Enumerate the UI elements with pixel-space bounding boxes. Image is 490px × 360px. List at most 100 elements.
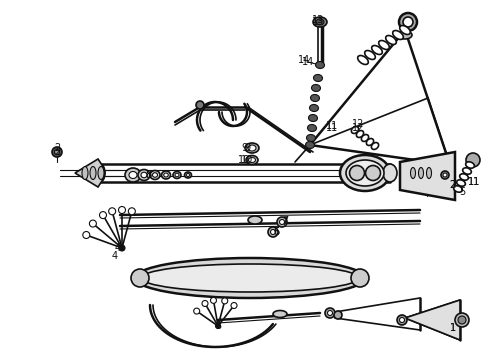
Text: 11: 11 [468, 177, 480, 187]
Ellipse shape [98, 166, 104, 180]
Ellipse shape [463, 168, 471, 174]
Text: 11: 11 [326, 123, 338, 133]
Text: 9: 9 [244, 143, 250, 153]
Ellipse shape [162, 171, 171, 179]
Ellipse shape [310, 104, 318, 112]
Text: 4: 4 [112, 251, 118, 261]
Ellipse shape [248, 216, 262, 224]
Circle shape [458, 316, 466, 324]
Ellipse shape [346, 160, 384, 186]
Circle shape [399, 13, 417, 31]
Text: 4: 4 [115, 243, 121, 253]
Circle shape [443, 173, 447, 177]
Ellipse shape [392, 31, 403, 40]
Ellipse shape [314, 75, 322, 81]
Ellipse shape [372, 45, 382, 54]
Ellipse shape [411, 167, 416, 179]
Text: 13: 13 [312, 15, 324, 25]
Ellipse shape [141, 172, 147, 178]
Ellipse shape [316, 62, 324, 68]
Circle shape [268, 227, 278, 237]
Text: 3: 3 [215, 321, 221, 331]
Circle shape [83, 231, 90, 239]
Ellipse shape [273, 310, 287, 318]
Circle shape [202, 301, 208, 306]
Ellipse shape [362, 135, 368, 141]
Text: 11: 11 [326, 121, 338, 131]
Ellipse shape [313, 17, 327, 27]
Ellipse shape [95, 164, 105, 182]
Circle shape [109, 208, 116, 215]
Circle shape [128, 208, 135, 215]
Ellipse shape [173, 171, 181, 179]
Ellipse shape [152, 173, 157, 177]
Ellipse shape [367, 139, 373, 145]
Circle shape [52, 147, 62, 157]
Ellipse shape [164, 173, 168, 177]
Ellipse shape [398, 31, 412, 39]
Circle shape [399, 318, 405, 323]
Text: 14: 14 [298, 55, 310, 65]
Ellipse shape [400, 26, 410, 35]
Ellipse shape [466, 162, 474, 168]
Ellipse shape [125, 168, 141, 182]
Circle shape [216, 324, 220, 328]
Ellipse shape [308, 125, 317, 131]
Ellipse shape [358, 55, 368, 64]
Text: 1: 1 [450, 323, 456, 333]
Circle shape [334, 311, 342, 319]
Ellipse shape [245, 143, 259, 153]
Ellipse shape [349, 166, 365, 180]
Circle shape [211, 297, 217, 303]
Ellipse shape [246, 156, 258, 165]
Circle shape [325, 308, 335, 318]
Circle shape [119, 245, 125, 251]
Text: 7: 7 [282, 216, 288, 226]
Text: 14: 14 [302, 57, 314, 67]
Ellipse shape [131, 269, 149, 287]
Ellipse shape [82, 166, 88, 180]
Ellipse shape [386, 36, 396, 45]
Text: 10: 10 [241, 155, 253, 165]
Text: 5: 5 [459, 187, 465, 197]
Ellipse shape [138, 170, 150, 180]
Ellipse shape [371, 143, 379, 149]
Circle shape [441, 171, 449, 179]
Circle shape [99, 212, 106, 219]
Circle shape [222, 298, 228, 304]
Ellipse shape [248, 145, 256, 151]
Text: 2: 2 [449, 180, 455, 190]
Ellipse shape [185, 172, 192, 178]
Circle shape [466, 153, 480, 167]
Text: 6: 6 [273, 227, 279, 237]
Text: 9: 9 [241, 143, 247, 153]
Polygon shape [400, 152, 455, 200]
Circle shape [89, 220, 97, 227]
Polygon shape [75, 159, 105, 187]
Ellipse shape [248, 158, 255, 162]
Ellipse shape [141, 264, 359, 292]
Ellipse shape [135, 258, 365, 298]
Text: 11: 11 [468, 177, 480, 187]
Text: 7: 7 [281, 217, 287, 227]
Ellipse shape [186, 174, 190, 176]
Text: 2: 2 [54, 143, 60, 153]
Text: 8: 8 [145, 170, 151, 180]
Ellipse shape [379, 41, 390, 49]
Ellipse shape [351, 269, 369, 287]
Ellipse shape [340, 155, 390, 191]
Text: 10: 10 [238, 155, 250, 165]
Ellipse shape [426, 167, 432, 179]
Text: 6: 6 [273, 227, 279, 237]
Text: 12: 12 [352, 119, 364, 129]
Ellipse shape [454, 186, 463, 192]
Ellipse shape [356, 131, 364, 138]
Ellipse shape [316, 19, 324, 25]
Text: 2: 2 [54, 147, 60, 157]
Ellipse shape [150, 171, 160, 180]
Polygon shape [410, 161, 445, 185]
Text: 8: 8 [145, 170, 151, 180]
Circle shape [455, 313, 469, 327]
Ellipse shape [90, 166, 96, 180]
Circle shape [277, 217, 287, 227]
